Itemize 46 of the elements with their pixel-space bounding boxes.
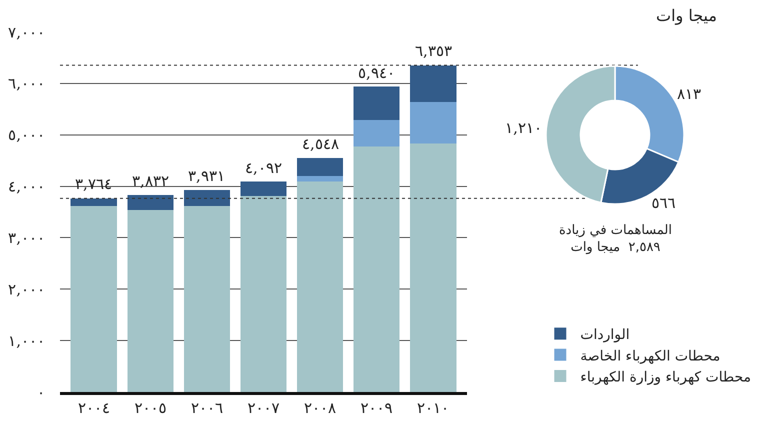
bar [127,210,174,392]
y-tick-label: ٣,٠٠٠ [8,228,45,247]
y-tick-label: ٢,٠٠٠ [8,280,45,298]
bar [70,206,118,392]
y-tick-label: ٧,٠٠٠ [8,23,45,42]
bar [296,158,344,176]
total-label: ٤,٥٤٨ [302,135,339,153]
x-tick-label: ٢٠٠٧ [248,399,280,417]
x-tick-label: ٢٠٠٥ [134,399,166,417]
x-tick-label: ٢٠٠٤ [78,399,110,417]
y-tick-label: ٦,٠٠٠ [8,74,45,93]
total-label: ٣,٨٣٢ [132,172,169,190]
bar [70,198,118,206]
x-tick-label: ٢٠٠٩ [360,399,393,417]
data-label: ١,٢١٠ [505,118,542,137]
bar [296,182,344,392]
text: المساهمات في زيادة ٢,٥٨٩ ميجا وات [559,223,672,255]
legend-label: محطات كهرباء وزارة الكهرباء [580,369,751,386]
bar [410,102,456,144]
bar [353,86,400,120]
total-label: ٤,٠٩٢ [245,159,282,177]
y-axis-title: ميجا وات [656,6,717,25]
x-tick-label: ٢٠٠٨ [304,399,336,417]
bar [410,65,456,102]
bar [127,194,174,210]
bar [353,120,400,147]
data-label: ٨١٣ [677,85,702,104]
total-label: ٣,٩٣١ [188,167,225,185]
y-tick-label: ٠ [37,383,45,402]
legend-label: الواردات [580,327,630,344]
y-tick-label: ١,٠٠٠ [8,332,45,350]
y-tick-label: ٤,٠٠٠ [8,178,45,196]
y-tick-label: ٥,٠٠٠ [8,126,45,144]
bar [240,182,287,196]
bar [184,206,230,392]
bar [184,190,230,206]
total-label: ٥,٩٤٠ [358,64,395,82]
bar [353,146,400,392]
x-tick-label: ٢٠٠٦ [190,399,223,417]
bar [410,144,456,392]
bar [296,176,344,182]
bar [240,196,287,392]
legend-label: محطات الكهرباء الخاصة [580,348,720,364]
total-label: ٦,٣٥٣ [415,42,452,60]
data-label: ٥٦٦ [651,194,676,212]
x-tick-label: ٢٠١٠ [417,399,450,417]
